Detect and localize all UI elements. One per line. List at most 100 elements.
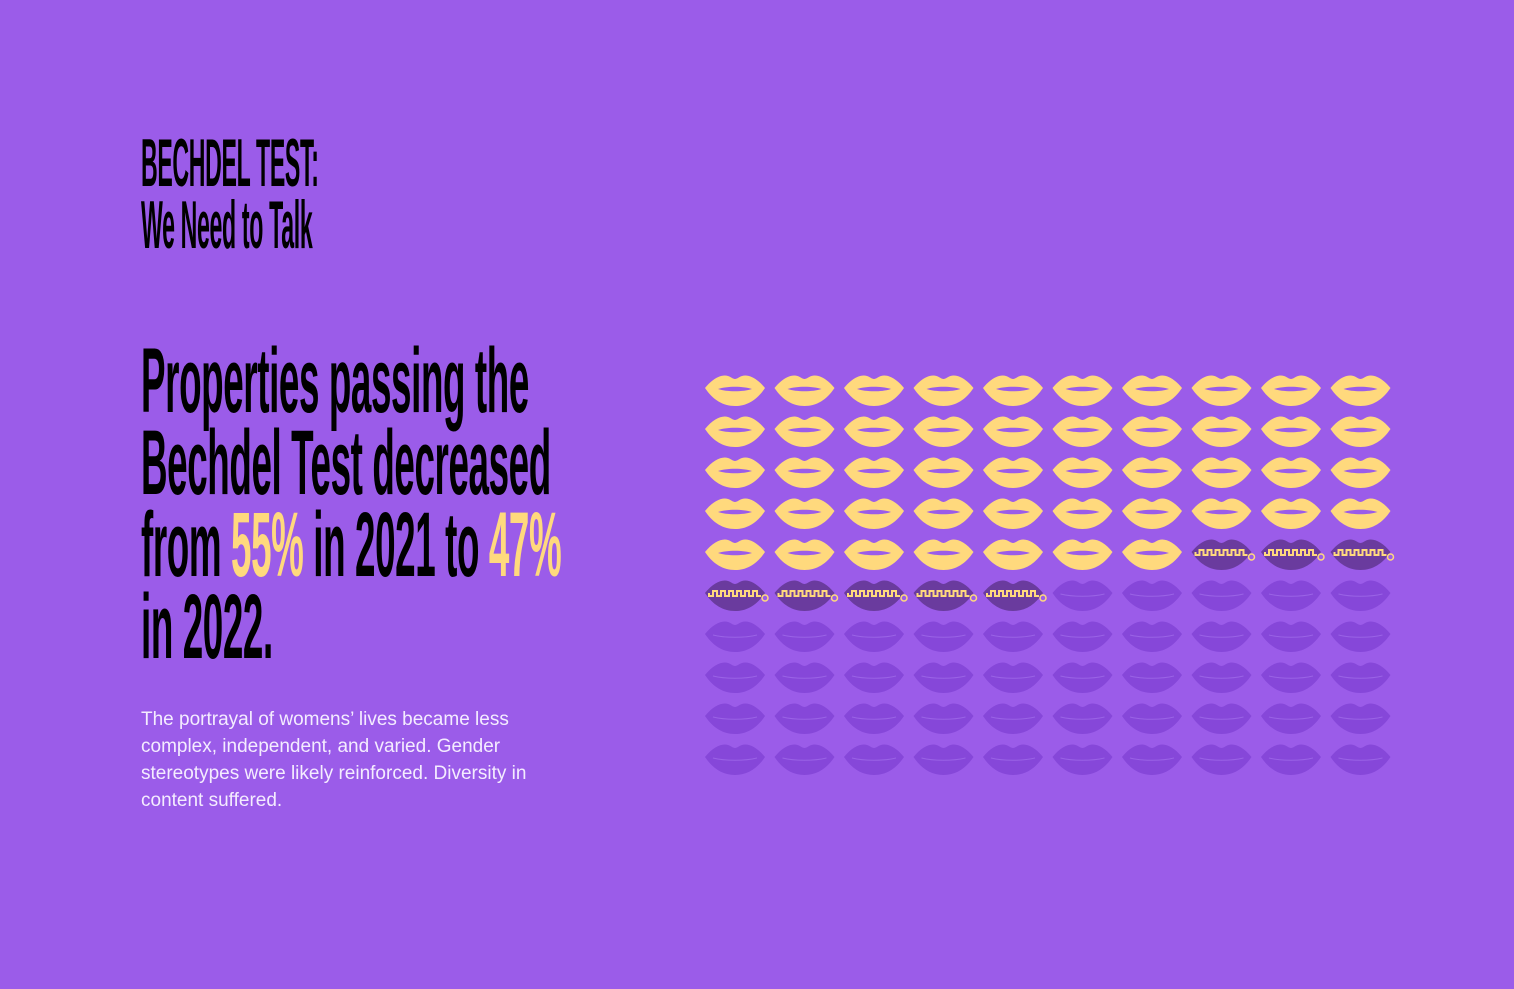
faded-lips-icon (913, 703, 974, 734)
faded-lips-icon (1052, 662, 1113, 693)
faded-lips-icon (705, 744, 765, 775)
open-lips-icon (1052, 498, 1113, 529)
open-lips-icon (1052, 457, 1113, 488)
faded-lips-icon (1330, 621, 1391, 652)
faded-lips-icon (1261, 580, 1321, 611)
open-lips-icon (1052, 539, 1113, 570)
faded-lips-icon (705, 703, 765, 734)
faded-lips-icon (1261, 703, 1321, 734)
description: The portrayal of womens’ lives became le… (141, 709, 527, 811)
open-lips-icon (844, 457, 904, 488)
faded-lips-icon (1052, 580, 1113, 611)
open-lips-icon (983, 375, 1043, 406)
open-lips-icon (1052, 416, 1113, 447)
open-lips-icon (705, 498, 765, 529)
faded-lips-icon (1330, 580, 1391, 611)
faded-lips-icon (1052, 744, 1113, 775)
open-lips-icon (1191, 416, 1252, 447)
faded-lips-icon (1191, 703, 1252, 734)
faded-lips-icon (1330, 703, 1391, 734)
open-lips-icon (983, 539, 1043, 570)
open-lips-icon (913, 416, 974, 447)
faded-lips-icon (1052, 703, 1113, 734)
open-lips-icon (1330, 416, 1391, 447)
faded-lips-icon (1191, 580, 1252, 611)
open-lips-icon (1330, 457, 1391, 488)
open-lips-icon (774, 375, 835, 406)
headline-line-4: in 2022. (141, 576, 273, 678)
faded-lips-icon (1191, 621, 1252, 652)
open-lips-icon (844, 375, 904, 406)
open-lips-icon (705, 457, 765, 488)
faded-lips-icon (1191, 662, 1252, 693)
open-lips-icon (983, 498, 1043, 529)
headline-line-2: Bechdel Test decreased (141, 412, 551, 514)
lips-waffle-chart (705, 375, 1395, 775)
faded-lips-icon (774, 662, 835, 693)
open-lips-icon (774, 539, 835, 570)
open-lips-icon (913, 539, 974, 570)
faded-lips-icon (1330, 662, 1391, 693)
open-lips-icon (1052, 375, 1113, 406)
pct-2021: 55% (231, 494, 304, 596)
open-lips-icon (774, 457, 835, 488)
headline-line-3: from 55% in 2021 to 47% (141, 499, 562, 591)
open-lips-icon (1122, 457, 1182, 488)
faded-lips-icon (774, 744, 835, 775)
page-title: BECHDEL TEST: We Need to Talk (141, 125, 663, 259)
headline-line-1: Properties passing the (141, 330, 529, 432)
faded-lips-icon (1330, 744, 1391, 775)
open-lips-icon (1261, 416, 1321, 447)
open-lips-icon (1191, 375, 1252, 406)
headline-text: from (141, 494, 231, 596)
headline-text: in 2021 to (303, 494, 489, 596)
open-lips-icon (1261, 498, 1321, 529)
faded-lips-icon (774, 703, 835, 734)
open-lips-icon (1191, 457, 1252, 488)
open-lips-icon (1191, 498, 1252, 529)
zipped-lips-icon (1330, 539, 1395, 570)
open-lips-icon (705, 375, 765, 406)
open-lips-icon (913, 498, 974, 529)
zipped-lips-icon (844, 580, 908, 611)
open-lips-icon (1261, 375, 1321, 406)
open-lips-icon (983, 416, 1043, 447)
zipped-lips-icon (1261, 539, 1325, 570)
faded-lips-icon (983, 662, 1043, 693)
faded-lips-icon (1261, 662, 1321, 693)
faded-lips-icon (1191, 744, 1252, 775)
faded-lips-icon (705, 662, 765, 693)
open-lips-icon (1122, 539, 1182, 570)
faded-lips-icon (1261, 744, 1321, 775)
open-lips-icon (705, 416, 765, 447)
faded-lips-icon (844, 703, 904, 734)
open-lips-icon (983, 457, 1043, 488)
open-lips-icon (844, 416, 904, 447)
zipped-lips-icon (1191, 539, 1256, 570)
faded-lips-icon (1122, 621, 1182, 652)
open-lips-icon (774, 498, 835, 529)
faded-lips-icon (913, 744, 974, 775)
open-lips-icon (774, 416, 835, 447)
open-lips-icon (705, 539, 765, 570)
open-lips-icon (1122, 375, 1182, 406)
faded-lips-icon (774, 621, 835, 652)
faded-lips-icon (1122, 662, 1182, 693)
faded-lips-icon (983, 621, 1043, 652)
open-lips-icon (913, 375, 974, 406)
faded-lips-icon (1261, 621, 1321, 652)
open-lips-icon (1330, 498, 1391, 529)
pct-2022: 47% (488, 494, 562, 596)
faded-lips-icon (1122, 703, 1182, 734)
open-lips-icon (844, 498, 904, 529)
zipped-lips-icon (983, 580, 1047, 611)
zipped-lips-icon (774, 580, 839, 611)
title-line-1: BECHDEL TEST: (141, 125, 319, 201)
open-lips-icon (1122, 498, 1182, 529)
open-lips-icon (913, 457, 974, 488)
faded-lips-icon (844, 621, 904, 652)
faded-lips-icon (844, 744, 904, 775)
headline: Properties passing the Bechdel Test decr… (141, 330, 1192, 678)
faded-lips-icon (913, 662, 974, 693)
open-lips-icon (1330, 375, 1391, 406)
